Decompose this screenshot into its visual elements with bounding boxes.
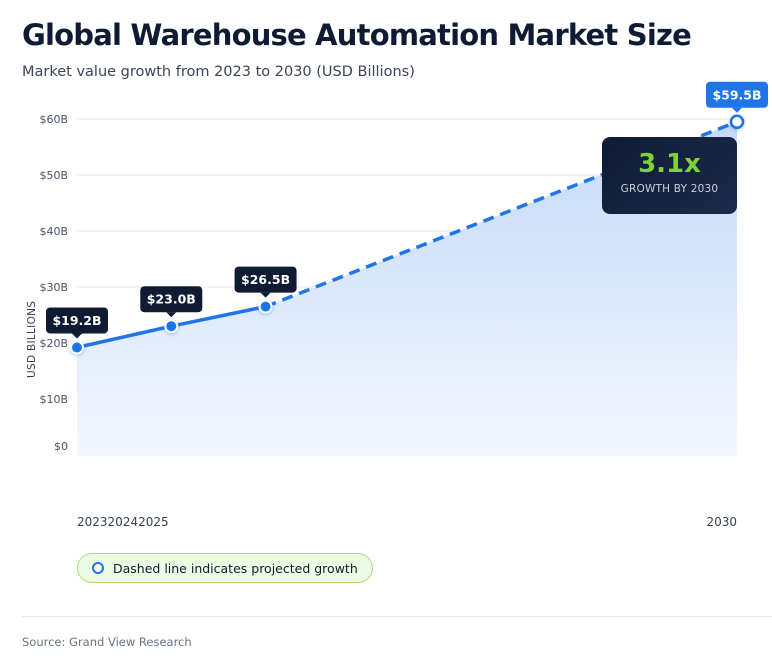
data-point [164, 319, 179, 334]
data-label: $19.2B [52, 313, 101, 328]
x-tick-label: 2030 [706, 515, 737, 529]
data-label-pointer [166, 312, 177, 318]
data-point [258, 299, 273, 314]
y-tick-label: $10B [39, 393, 68, 406]
y-tick-label: $0 [54, 440, 68, 453]
data-label: $26.5B [241, 272, 290, 287]
y-tick-label: $30B [39, 281, 68, 294]
x-axis-ticks: 2023 2024 2025 [77, 515, 169, 529]
y-axis-label: USD BILLIONS [26, 301, 38, 378]
y-tick-label: $50B [39, 169, 68, 182]
growth-callout: 3.1x GROWTH BY 2030 [602, 137, 737, 214]
x-tick-label: 2025 [138, 515, 169, 529]
data-label-pointer [732, 107, 742, 113]
data-label-bg [46, 307, 108, 334]
growth-value: 3.1x [638, 149, 701, 179]
area-fill [77, 121, 737, 456]
legend-text: Dashed line indicates projected growth [113, 560, 358, 576]
data-label-pointer [72, 333, 82, 339]
y-tick-label: $40B [39, 225, 68, 238]
data-label: $23.0B [147, 292, 196, 307]
circle-icon [92, 562, 104, 574]
line-chart: $0$10B$20B$30B$40B$50B$60B USD BILLIONS … [26, 81, 768, 456]
data-point [70, 340, 84, 355]
growth-label: GROWTH BY 2030 [620, 183, 719, 195]
y-tick-label: $60B [39, 113, 68, 126]
chart-subtitle: Market value growth from 2023 to 2030 (U… [22, 64, 415, 80]
data-label-pointer [260, 292, 271, 298]
data-label-bg [234, 266, 297, 293]
y-tick-label: $20B [39, 337, 68, 350]
chart-title: Global Warehouse Automation Market Size [22, 18, 692, 52]
data-label: $59.5B [712, 87, 761, 102]
x-tick-label: 2024 [107, 515, 139, 529]
divider [22, 616, 772, 617]
data-label-bg [706, 81, 768, 108]
source-note: Source: Grand View Research [22, 635, 192, 649]
data-point [729, 114, 745, 130]
legend-note: Dashed line indicates projected growth [77, 553, 373, 583]
data-label-bg [140, 286, 203, 313]
x-tick-label: 2023 [77, 515, 108, 529]
